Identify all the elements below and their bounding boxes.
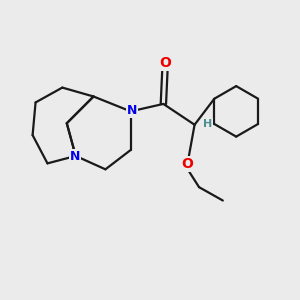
Text: O: O <box>181 157 193 171</box>
Text: O: O <box>159 56 171 70</box>
Text: N: N <box>70 150 80 163</box>
Text: N: N <box>127 104 137 117</box>
Text: H: H <box>203 119 213 129</box>
